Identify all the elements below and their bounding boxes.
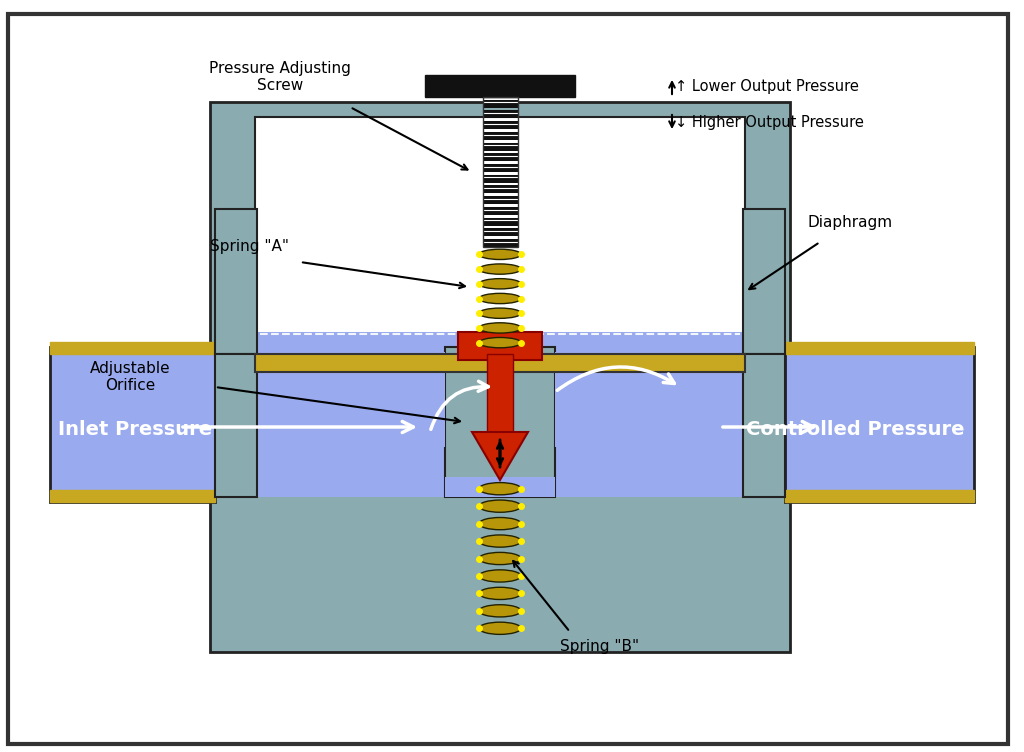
Polygon shape bbox=[785, 490, 974, 502]
Polygon shape bbox=[50, 342, 215, 354]
Polygon shape bbox=[482, 164, 517, 172]
Polygon shape bbox=[482, 111, 517, 118]
Polygon shape bbox=[482, 217, 517, 226]
Text: Adjustable
Orifice: Adjustable Orifice bbox=[90, 361, 170, 393]
Polygon shape bbox=[482, 207, 517, 215]
Polygon shape bbox=[487, 354, 513, 432]
Ellipse shape bbox=[479, 308, 521, 318]
Polygon shape bbox=[482, 186, 517, 193]
Ellipse shape bbox=[479, 264, 521, 274]
Polygon shape bbox=[255, 117, 745, 367]
Ellipse shape bbox=[479, 535, 521, 547]
Polygon shape bbox=[350, 352, 445, 447]
Text: Diaphragm: Diaphragm bbox=[808, 214, 893, 229]
Text: Spring "A": Spring "A" bbox=[211, 239, 290, 254]
Polygon shape bbox=[482, 229, 517, 236]
Polygon shape bbox=[425, 75, 575, 97]
Ellipse shape bbox=[479, 570, 521, 582]
Polygon shape bbox=[482, 239, 517, 247]
Text: Spring "B": Spring "B" bbox=[560, 639, 640, 654]
Ellipse shape bbox=[479, 279, 521, 289]
Ellipse shape bbox=[479, 483, 521, 495]
Polygon shape bbox=[445, 477, 555, 497]
Polygon shape bbox=[785, 342, 974, 354]
Text: ↓ Higher Output Pressure: ↓ Higher Output Pressure bbox=[675, 114, 864, 129]
Ellipse shape bbox=[479, 605, 521, 617]
Ellipse shape bbox=[479, 500, 521, 512]
Polygon shape bbox=[255, 332, 745, 354]
Text: Controlled Pressure: Controlled Pressure bbox=[745, 420, 965, 439]
Text: Inlet Pressure: Inlet Pressure bbox=[58, 420, 212, 439]
Polygon shape bbox=[50, 347, 215, 502]
Polygon shape bbox=[215, 209, 257, 354]
Text: Pressure Adjusting
Screw: Pressure Adjusting Screw bbox=[209, 61, 351, 93]
Polygon shape bbox=[743, 354, 785, 497]
Ellipse shape bbox=[479, 622, 521, 635]
Polygon shape bbox=[555, 352, 650, 447]
Polygon shape bbox=[482, 121, 517, 129]
Text: ↑ Lower Output Pressure: ↑ Lower Output Pressure bbox=[675, 80, 859, 95]
Ellipse shape bbox=[479, 323, 521, 333]
Ellipse shape bbox=[479, 553, 521, 565]
Polygon shape bbox=[482, 196, 517, 204]
Polygon shape bbox=[210, 102, 790, 652]
Polygon shape bbox=[255, 354, 745, 372]
Polygon shape bbox=[482, 100, 517, 108]
Polygon shape bbox=[215, 352, 785, 497]
Polygon shape bbox=[743, 209, 785, 354]
Polygon shape bbox=[482, 132, 517, 140]
Polygon shape bbox=[482, 174, 517, 183]
Ellipse shape bbox=[479, 249, 521, 259]
Polygon shape bbox=[785, 347, 974, 502]
Polygon shape bbox=[472, 432, 528, 480]
Ellipse shape bbox=[479, 293, 521, 304]
Polygon shape bbox=[50, 490, 215, 502]
Ellipse shape bbox=[479, 338, 521, 347]
Ellipse shape bbox=[479, 517, 521, 529]
Polygon shape bbox=[215, 354, 257, 497]
Polygon shape bbox=[482, 153, 517, 161]
Polygon shape bbox=[445, 347, 555, 497]
Polygon shape bbox=[458, 332, 542, 360]
Ellipse shape bbox=[479, 587, 521, 599]
Polygon shape bbox=[482, 143, 517, 150]
